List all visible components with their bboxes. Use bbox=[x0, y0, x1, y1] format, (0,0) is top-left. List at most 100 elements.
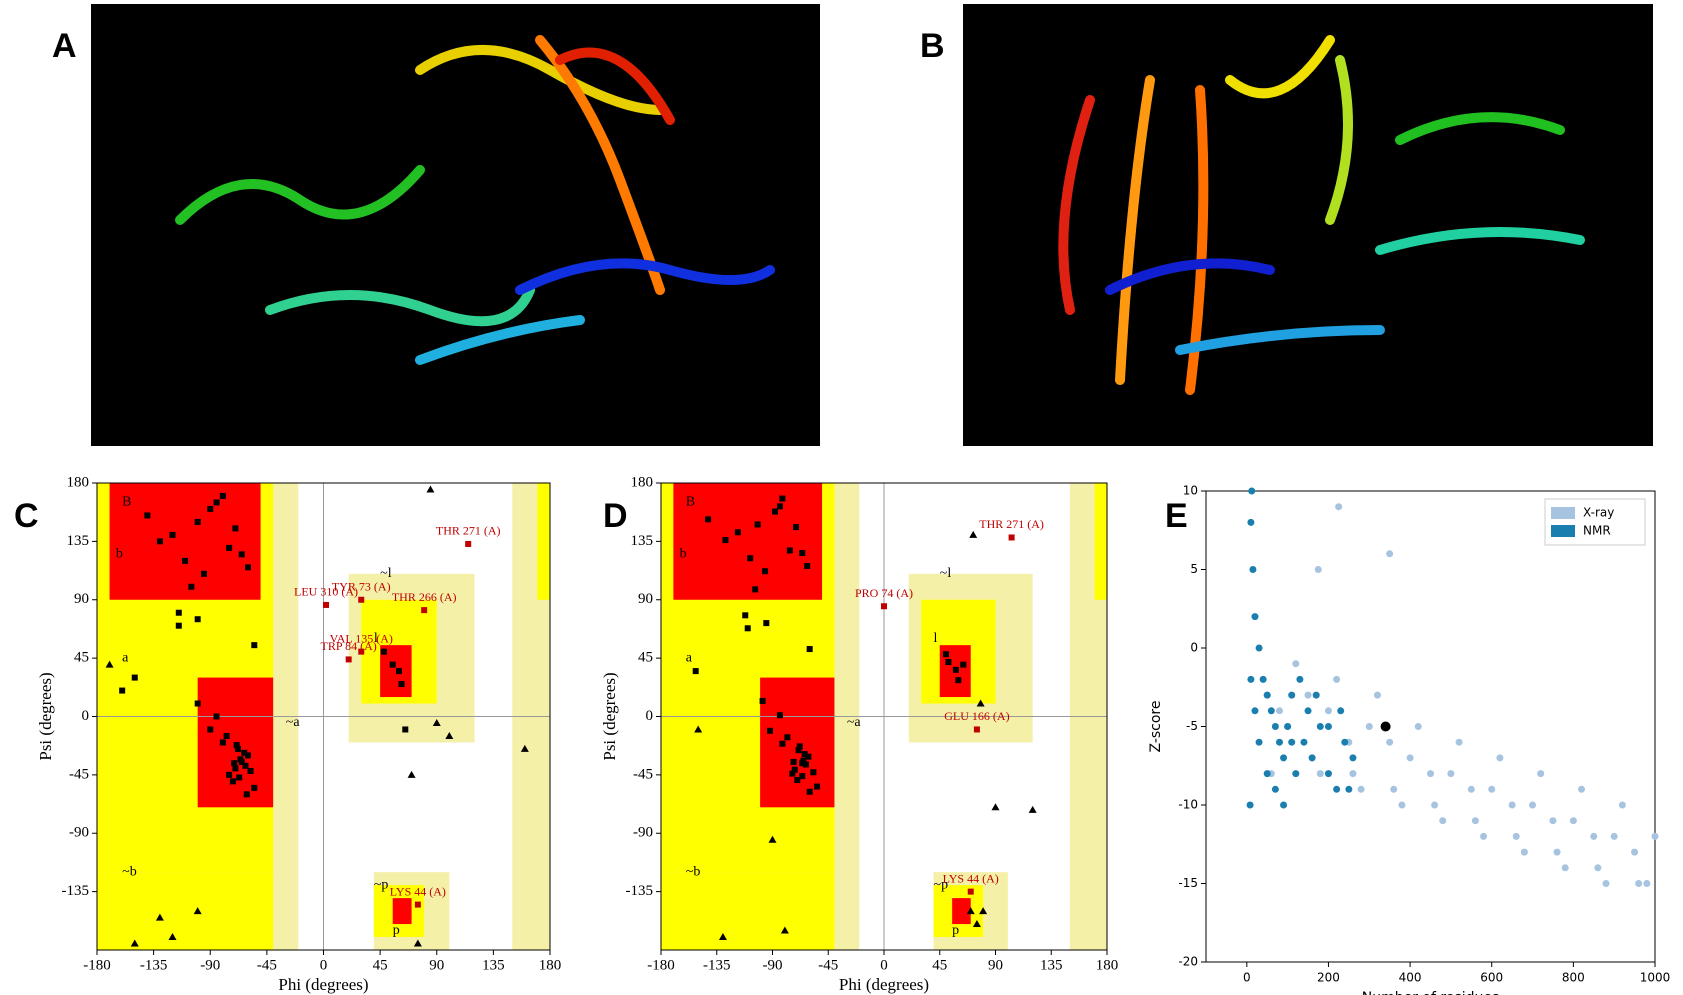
x-tick-label: 400 bbox=[1399, 971, 1422, 985]
data-point bbox=[1300, 738, 1308, 746]
residue-point bbox=[806, 788, 813, 795]
data-point bbox=[1386, 550, 1394, 558]
glycine-point bbox=[991, 803, 1000, 811]
data-point bbox=[1455, 738, 1463, 746]
data-point bbox=[1537, 770, 1545, 778]
outlier-label: TRP 84 (A) bbox=[321, 639, 377, 653]
y-axis-label: Psi (degrees) bbox=[36, 672, 55, 760]
data-point bbox=[1349, 754, 1357, 762]
data-point bbox=[1512, 832, 1520, 840]
data-point bbox=[1594, 864, 1602, 872]
x-tick-label: 180 bbox=[1096, 957, 1119, 973]
y-tick-label: -20 bbox=[1178, 955, 1198, 969]
data-point bbox=[1488, 785, 1496, 793]
y-tick-label: 0 bbox=[82, 708, 90, 724]
outlier-label: LEU 310 (A) bbox=[294, 585, 358, 599]
residue-point bbox=[779, 495, 786, 502]
residue-point bbox=[238, 551, 245, 558]
y-tick-label: 135 bbox=[67, 533, 90, 549]
x-tick-label: 135 bbox=[1040, 957, 1063, 973]
glycine-point bbox=[168, 933, 177, 941]
outlier-point bbox=[421, 607, 428, 614]
data-point bbox=[1247, 675, 1255, 683]
glycine-point bbox=[445, 731, 454, 739]
residue-point bbox=[960, 661, 967, 668]
y-tick-label: -10 bbox=[1178, 798, 1198, 812]
data-point bbox=[1520, 848, 1528, 856]
data-point bbox=[1480, 832, 1488, 840]
residue-point bbox=[241, 749, 248, 756]
y-tick-label: 45 bbox=[638, 650, 653, 666]
x-tick-label: 90 bbox=[988, 957, 1003, 973]
data-point bbox=[1314, 566, 1322, 573]
data-point bbox=[1312, 691, 1320, 699]
region-label: a bbox=[686, 650, 693, 665]
structure-b bbox=[963, 4, 1653, 446]
y-tick-label: -5 bbox=[1186, 719, 1198, 733]
residue-point bbox=[796, 743, 803, 750]
data-point bbox=[1247, 518, 1255, 526]
residue-point bbox=[747, 555, 754, 562]
residue-point bbox=[722, 537, 729, 544]
y-tick-label: -45 bbox=[69, 766, 89, 782]
data-point bbox=[1447, 770, 1455, 778]
residue-point bbox=[194, 700, 201, 707]
residue-point bbox=[784, 734, 791, 741]
y-tick-label: -45 bbox=[633, 766, 653, 782]
residue-point bbox=[188, 583, 195, 590]
region-label: ~l bbox=[940, 566, 952, 581]
region bbox=[760, 677, 835, 808]
data-point bbox=[1248, 487, 1256, 495]
x-tick-label: 0 bbox=[320, 957, 328, 973]
outlier-point bbox=[358, 596, 365, 603]
glycine-point bbox=[432, 718, 441, 726]
glycine-point bbox=[979, 907, 988, 915]
residue-point bbox=[243, 791, 250, 798]
glycine-point bbox=[426, 485, 435, 493]
residue-point bbox=[799, 773, 806, 780]
residue-point bbox=[213, 499, 220, 506]
outlier-label: THR 271 (A) bbox=[979, 517, 1044, 531]
data-point bbox=[1271, 723, 1279, 730]
data-point bbox=[1390, 785, 1398, 793]
y-tick-label: -135 bbox=[62, 883, 90, 899]
residue-point bbox=[389, 661, 396, 668]
highlight-point bbox=[1380, 721, 1391, 732]
residue-point bbox=[169, 531, 176, 538]
data-point bbox=[1406, 754, 1414, 762]
data-point bbox=[1280, 801, 1288, 809]
x-tick-label: 135 bbox=[482, 957, 505, 973]
residue-point bbox=[194, 616, 201, 623]
x-tick-label: -90 bbox=[763, 957, 783, 973]
residue-point bbox=[229, 778, 236, 785]
data-point bbox=[1635, 880, 1643, 887]
outlier-label: LYS 44 (A) bbox=[390, 884, 446, 898]
x-tick-label: 0 bbox=[1243, 971, 1251, 985]
residue-point bbox=[175, 622, 182, 629]
residue-point bbox=[800, 757, 807, 764]
y-tick-label: 45 bbox=[74, 650, 89, 666]
data-point bbox=[1288, 738, 1296, 746]
residue-point bbox=[131, 674, 138, 681]
residue-point bbox=[705, 516, 712, 523]
outlier-point bbox=[973, 726, 980, 733]
x-tick-label: 200 bbox=[1317, 971, 1340, 985]
residue-point bbox=[237, 756, 244, 763]
region-label: B bbox=[686, 495, 695, 510]
residue-point bbox=[742, 612, 749, 619]
residue-point bbox=[226, 544, 233, 551]
data-point bbox=[1263, 770, 1271, 778]
residue-point bbox=[398, 681, 405, 688]
glycine-point bbox=[966, 907, 975, 915]
residue-point bbox=[814, 783, 821, 790]
y-tick-label: -90 bbox=[69, 825, 89, 841]
glycine-point bbox=[969, 530, 978, 538]
x-tick-label: -180 bbox=[647, 957, 675, 973]
glycine-point bbox=[520, 744, 529, 752]
residue-point bbox=[744, 625, 751, 632]
residue-point bbox=[771, 508, 778, 515]
data-point bbox=[1292, 660, 1300, 668]
panel-label: A bbox=[52, 27, 77, 65]
y-tick-label: 135 bbox=[631, 533, 654, 549]
